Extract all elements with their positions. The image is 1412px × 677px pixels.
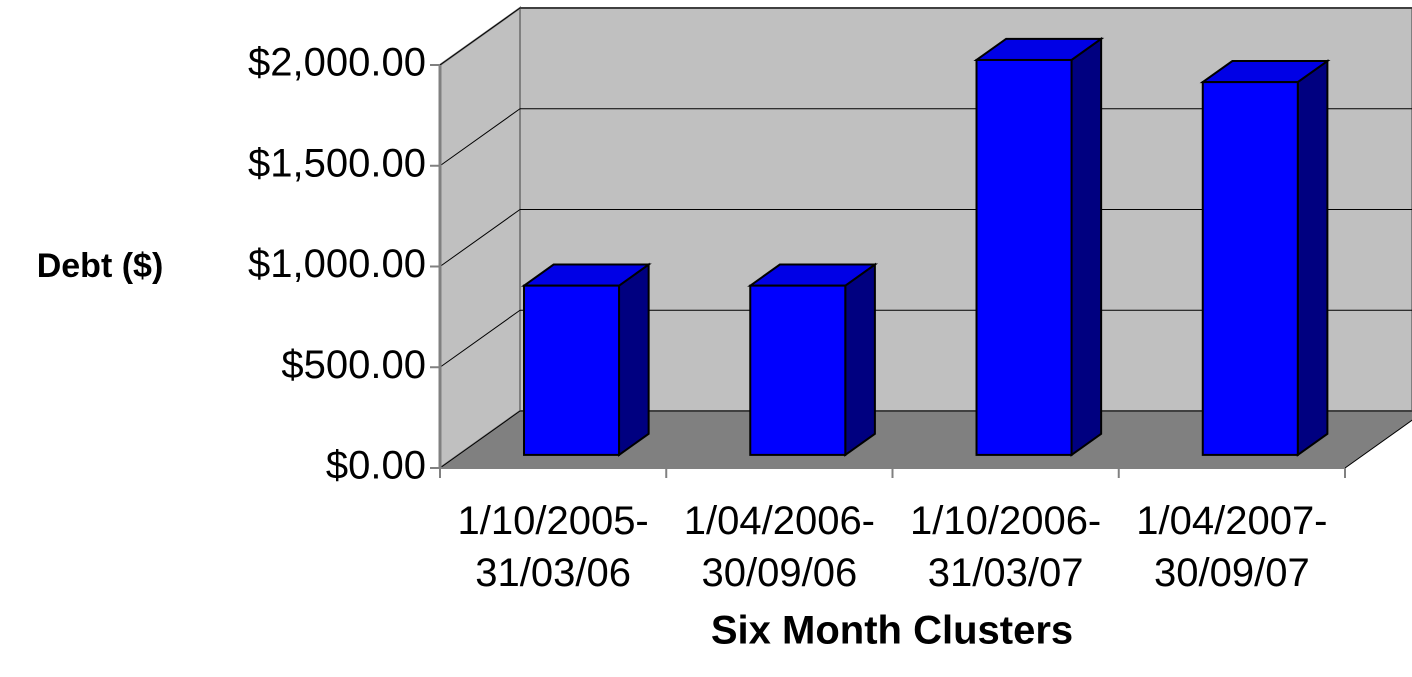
x-tick-label: 1/10/2005-31/03/06 xyxy=(457,499,648,595)
x-tick-label: 1/04/2006-30/09/06 xyxy=(684,499,875,595)
grid-line-side xyxy=(439,7,521,66)
bar-side xyxy=(844,262,876,457)
bar xyxy=(1201,81,1299,456)
y-axis-title: Debt ($) xyxy=(37,247,164,285)
y-tick-label: $1,500.00 xyxy=(248,141,426,185)
y-tick-label: $2,000.00 xyxy=(248,41,426,85)
grid-line-side xyxy=(439,209,521,267)
bar xyxy=(523,284,621,456)
y-tick-label: $500.00 xyxy=(281,343,426,387)
y-tick-label: $0.00 xyxy=(326,444,426,488)
bar-side xyxy=(1296,59,1329,457)
grid-line-side xyxy=(439,309,521,368)
x-tick-label: 1/10/2006-31/03/07 xyxy=(910,499,1101,595)
x-axis-title: Six Month Clusters xyxy=(711,609,1073,653)
bar xyxy=(975,58,1073,456)
bar-side xyxy=(618,262,650,457)
bar xyxy=(749,284,847,456)
y-tick-label: $1,000.00 xyxy=(248,242,426,286)
x-tick-label: 1/04/2007-30/09/07 xyxy=(1136,499,1327,595)
grid-line-side xyxy=(439,108,521,167)
bar-side xyxy=(1070,36,1103,457)
